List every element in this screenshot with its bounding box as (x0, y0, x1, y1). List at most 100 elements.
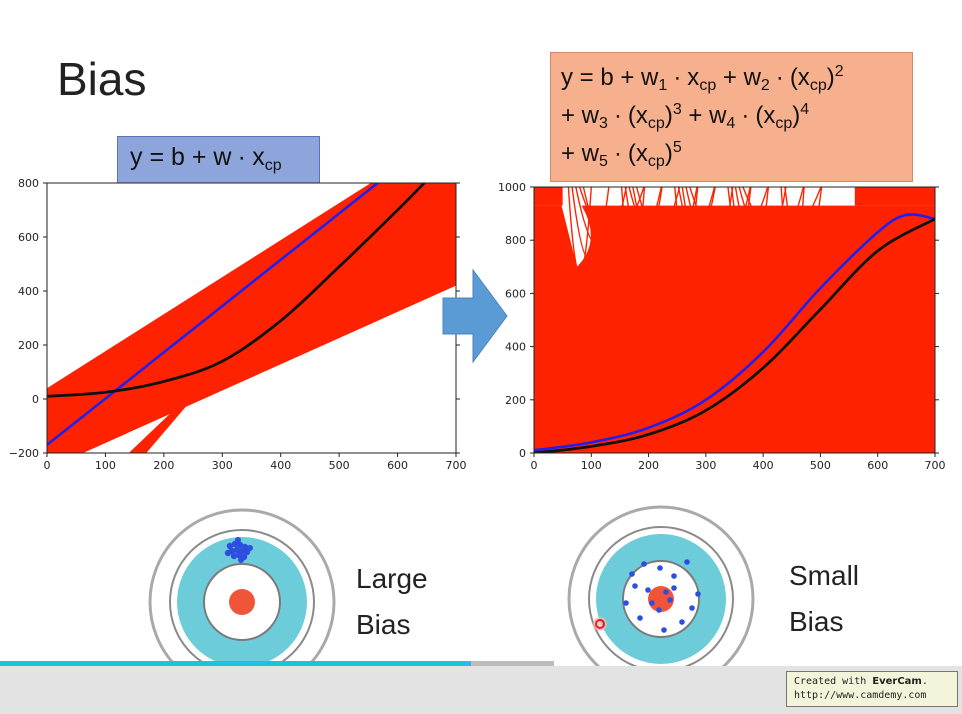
small-bias-target-icon (567, 505, 755, 693)
eq-sub: 5 (599, 153, 608, 170)
eq-right-line1: y = b + w1 ∙ xcp + w2 ∙ (xcp)2 (561, 59, 912, 97)
plot-area (534, 187, 935, 453)
linear-model-equation: y = b + w ∙ xcp (117, 136, 320, 184)
red-fit-line (251, 269, 456, 342)
red-fit-line (251, 256, 456, 333)
eq-sub: cp (647, 115, 665, 132)
slide-title: Bias (57, 53, 147, 105)
right-arrow-icon (442, 268, 508, 364)
x-tick-label: 400 (753, 459, 774, 472)
y-tick-label: 0 (32, 393, 39, 406)
eq-sub: cp (809, 77, 827, 94)
playback-buffer-bar (471, 661, 554, 666)
red-fit-curve (620, 187, 646, 262)
eq-right-line2: + w3 ∙ (xcp)3 + w4 ∙ (xcp)4 (561, 97, 912, 135)
small-bias-line2: Bias (789, 606, 844, 637)
small-bias-line1: Small (789, 560, 860, 591)
red-fit-curve (628, 187, 681, 238)
watermark-line1: Created with EverCam. (794, 675, 957, 689)
x-tick-label: 600 (387, 459, 408, 472)
y-tick-label: 200 (505, 394, 526, 407)
red-fit-curve (582, 187, 663, 274)
red-fit-line (251, 230, 456, 314)
y-tick-label: 1000 (498, 181, 526, 194)
y-tick-label: 400 (18, 285, 39, 298)
x-tick-label: 300 (695, 459, 716, 472)
red-fit-line (251, 234, 456, 317)
polynomial-model-equation: y = b + w1 ∙ xcp + w2 ∙ (xcp)2 + w3 ∙ (x… (550, 52, 913, 182)
watermark-brand: EverCam (872, 676, 922, 687)
y-tick-label: 0 (519, 447, 526, 460)
red-fit-curve (624, 187, 663, 251)
eq-part: ) (792, 102, 801, 129)
red-fit-edge (854, 187, 935, 206)
y-tick-label: 800 (505, 234, 526, 247)
x-tick-label: 200 (638, 459, 659, 472)
eq-part: + w (716, 64, 761, 91)
polynomial-fits-chart: 0 100 200 300 400 500 600 700 0 200 400 600 800 1000 (498, 181, 946, 472)
red-fit-curve (674, 187, 699, 251)
eq-part: ∙ (x (607, 140, 648, 167)
eq-sub: cp (699, 77, 717, 94)
x-tick-label: 0 (531, 459, 538, 472)
red-fit-curve (571, 187, 610, 262)
red-fit-curve (727, 187, 752, 239)
eq-left-text: y = b + w ∙ x (130, 143, 265, 171)
eq-left-sub: cp (264, 157, 282, 174)
x-tick-label: 500 (329, 459, 350, 472)
red-fit-wedge (128, 363, 223, 453)
plot-frame (533, 186, 936, 454)
red-fit-line (251, 264, 456, 339)
eq-part: + w (561, 140, 600, 167)
true-function-line (534, 217, 935, 453)
large-bias-label: Large Bias (356, 556, 428, 648)
red-fit-curve (734, 187, 787, 262)
watermark-prefix: Created with (794, 676, 873, 687)
eq-part: ∙ (x (769, 64, 810, 91)
x-tick-label: 500 (810, 459, 831, 472)
red-fit-curve (784, 187, 823, 262)
playback-progress-bar[interactable] (0, 661, 471, 666)
eq-right-line3: + w5 ∙ (xcp)5 (561, 135, 912, 173)
small-bias-label: Small Bias (789, 553, 859, 645)
eq-part: ) (826, 64, 835, 91)
eq-part: y = b + w (561, 64, 659, 91)
red-fit-line (251, 225, 456, 311)
y-tick-label: 800 (18, 177, 39, 190)
x-tick-label: 100 (95, 459, 116, 472)
eq-sub: 1 (658, 77, 668, 94)
red-fit-line (251, 243, 456, 323)
y-tick-label: 600 (18, 231, 39, 244)
y-tick-label: −200 (9, 447, 39, 460)
x-tick-label: 400 (270, 459, 291, 472)
watermark-suffix: . (921, 676, 928, 687)
eq-sup: 2 (834, 63, 844, 80)
red-fit-curve (575, 187, 627, 251)
red-fit-curve (685, 187, 751, 262)
red-fit-curve (738, 187, 805, 251)
x-tick-label: 0 (44, 459, 51, 472)
red-fit-curve (681, 187, 734, 275)
x-tick-label: 600 (867, 459, 888, 472)
eq-sup: 4 (800, 101, 810, 118)
red-fit-line (251, 282, 456, 351)
linear-fits-chart: 0 100 200 300 400 500 600 700 −200 0 200 400 600 800 (9, 177, 467, 472)
red-fit-line (251, 260, 456, 336)
large-bias-target-icon (148, 508, 336, 696)
x-tick-label: 300 (212, 459, 233, 472)
eq-part: ) (664, 102, 673, 129)
red-fit-line (251, 238, 456, 320)
true-function-line (47, 183, 427, 398)
x-tick-label: 100 (581, 459, 602, 472)
red-fit-curve (742, 187, 822, 239)
large-bias-line1: Large (356, 563, 428, 594)
eq-part: ) (664, 140, 673, 167)
red-fit-curve (567, 187, 592, 275)
eq-part: + w (561, 102, 600, 129)
eq-sub: cp (647, 153, 665, 170)
x-tick-label: 700 (446, 459, 467, 472)
large-bias-line2: Bias (356, 609, 411, 640)
average-fit-line (534, 213, 935, 452)
eq-sub: 2 (760, 77, 770, 94)
red-fit-line (251, 273, 456, 345)
